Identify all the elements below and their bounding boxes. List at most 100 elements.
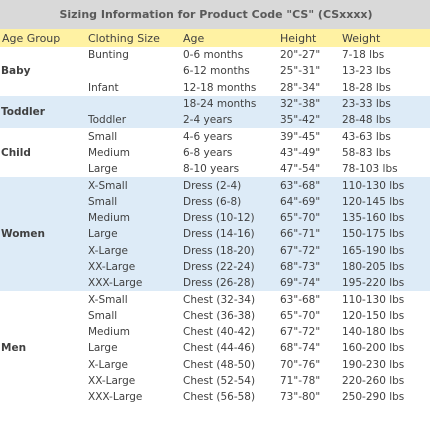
- table-row: Toddler 18-24 months 32"-38" 23-33 lbs: [0, 95, 430, 129]
- table-row: Infant 12-18 months 28"-34" 18-28 lbs: [0, 80, 430, 96]
- age: Dress (14-16): [181, 226, 278, 243]
- height: 35"-42": [278, 112, 340, 129]
- age: Chest (48-50): [183, 358, 256, 371]
- height: 65"-70": [278, 209, 340, 227]
- weight: 110-130 lbs: [342, 293, 405, 306]
- clothing-size: Medium: [86, 209, 181, 227]
- clothing-size: Medium: [88, 326, 130, 339]
- table-row: Baby Bunting 0-6 months 20"-27" 7-18 lbs: [0, 47, 430, 77]
- height: 67"-72": [278, 242, 340, 259]
- table-row: XXX-Large Dress (26-28) 69"-74" 195-220 lbs: [0, 275, 430, 292]
- table-row: Large 8-10 years 47"-54" 78-103 lbs: [0, 161, 430, 177]
- header-cell: Age: [181, 29, 278, 47]
- age: Chest (56-58): [183, 391, 256, 404]
- table-row: Women X-Small Dress (2-4) 63"-68" 110-130 lb…: [0, 177, 430, 292]
- height: 68"-74": [280, 342, 321, 355]
- weight: 18-28 lbs: [342, 81, 391, 94]
- age-group: Child: [1, 146, 31, 159]
- weight: 150-175 lbs: [340, 226, 430, 243]
- header-cell: Age Group: [0, 29, 86, 47]
- weight: 78-103 lbs: [342, 163, 398, 176]
- weight: 13-23 lbs: [342, 65, 391, 78]
- age: Dress (22-24): [181, 258, 278, 276]
- clothing-size: Bunting: [88, 49, 129, 62]
- height: 63"-68": [280, 293, 321, 306]
- clothing-size: Small: [86, 193, 181, 210]
- clothing-size: Large: [88, 342, 118, 355]
- age-group: Baby: [1, 65, 31, 78]
- table-row: Men X-Small Chest (32-34) 63"-68" 110-130 lb…: [0, 291, 430, 355]
- header-cell: Height: [278, 29, 340, 47]
- age: Chest (36-38): [183, 309, 256, 322]
- table-row: XXX-Large Chest (56-58) 73"-80" 250-290 lbs: [0, 389, 430, 405]
- age: 0-6 months: [183, 49, 244, 62]
- weight: 190-230 lbs: [342, 358, 405, 371]
- age-group: Women: [0, 177, 86, 292]
- clothing-size: [86, 95, 181, 113]
- weight: 195-220 lbs: [340, 275, 430, 292]
- age: 2-4 years: [181, 112, 278, 129]
- age: 12-18 months: [183, 81, 257, 94]
- weight: 28-48 lbs: [340, 112, 430, 129]
- age: Chest (44-46): [183, 342, 256, 355]
- table-row: Large Chest (44-46) 68"-74" 160-200 lbs: [0, 340, 430, 356]
- table-row: Large Dress (14-16) 66"-71" 150-175 lbs: [0, 226, 430, 243]
- age-group: Men: [1, 342, 27, 355]
- table-row: Medium 6-8 years 43"-49" 58-83 lbs: [0, 145, 430, 161]
- height: 43"-49": [280, 146, 321, 159]
- clothing-size: Small: [88, 130, 118, 143]
- age: Dress (6-8): [181, 193, 278, 210]
- height: 73"-80": [280, 391, 321, 404]
- weight: 250-290 lbs: [342, 391, 405, 404]
- clothing-size: X-Large: [86, 242, 181, 259]
- age: 4-6 years: [183, 130, 233, 143]
- header-cell: Clothing Size: [86, 29, 181, 47]
- table-row: Medium Dress (10-12) 65"-70" 135-160 lbs: [0, 209, 430, 227]
- clothing-size: XX-Large: [86, 258, 181, 276]
- weight: 135-160 lbs: [340, 209, 430, 227]
- height: 20"-27": [280, 49, 321, 62]
- clothing-size: X-Small: [86, 177, 181, 194]
- height: 69"-74": [278, 275, 340, 292]
- age: Dress (18-20): [181, 242, 278, 259]
- clothing-size: XXX-Large: [86, 275, 181, 292]
- age: 8-10 years: [183, 163, 240, 176]
- height: 64"-69": [278, 193, 340, 210]
- table-row: Child Small 4-6 years 39"-45" 43-63 lbs: [0, 128, 430, 159]
- clothing-size: Large: [88, 163, 118, 176]
- age: 6-8 years: [183, 146, 233, 159]
- weight: 180-205 lbs: [340, 258, 430, 276]
- clothing-size: Medium: [88, 146, 130, 159]
- table-row: XX-Large Chest (52-54) 71"-78" 220-260 lbs: [0, 373, 430, 389]
- clothing-size: XX-Large: [88, 375, 136, 388]
- clothing-size: Infant: [88, 81, 119, 94]
- weight: 58-83 lbs: [342, 146, 391, 159]
- age: Dress (26-28): [181, 275, 278, 292]
- age: Chest (32-34): [183, 293, 256, 306]
- height: 65"-70": [280, 309, 321, 322]
- height: 39"-45": [280, 130, 321, 143]
- title-row: Sizing Information for Product Code "CS"…: [0, 0, 430, 29]
- weight: 165-190 lbs: [340, 242, 430, 259]
- weight: 43-63 lbs: [342, 130, 391, 143]
- table-row: X-Large Dress (18-20) 67"-72" 165-190 lbs: [0, 242, 430, 259]
- height: 25"-31": [280, 65, 321, 78]
- weight: 110-130 lbs: [340, 177, 430, 194]
- weight: 140-180 lbs: [342, 326, 405, 339]
- table-row: Toddler 2-4 years 35"-42" 28-48 lbs: [0, 112, 430, 129]
- age-group: Toddler: [0, 95, 86, 129]
- table-row: X-Large Chest (48-50) 70"-76" 190-230 lbs: [0, 357, 430, 373]
- height: 28"-34": [280, 81, 321, 94]
- weight: 160-200 lbs: [342, 342, 405, 355]
- sizing-table: Sizing Information for Product Code "CS"…: [0, 0, 430, 405]
- age: Dress (2-4): [181, 177, 278, 194]
- height: 32"-38": [278, 95, 340, 113]
- table-row: Small Chest (36-38) 65"-70" 120-150 lbs: [0, 308, 430, 324]
- clothing-size: X-Small: [88, 293, 128, 306]
- age: Chest (52-54): [183, 375, 256, 388]
- clothing-size: [86, 63, 181, 79]
- clothing-size: X-Large: [88, 358, 129, 371]
- age: Chest (40-42): [183, 326, 256, 339]
- height: 67"-72": [280, 326, 321, 339]
- height: 63"-68": [278, 177, 340, 194]
